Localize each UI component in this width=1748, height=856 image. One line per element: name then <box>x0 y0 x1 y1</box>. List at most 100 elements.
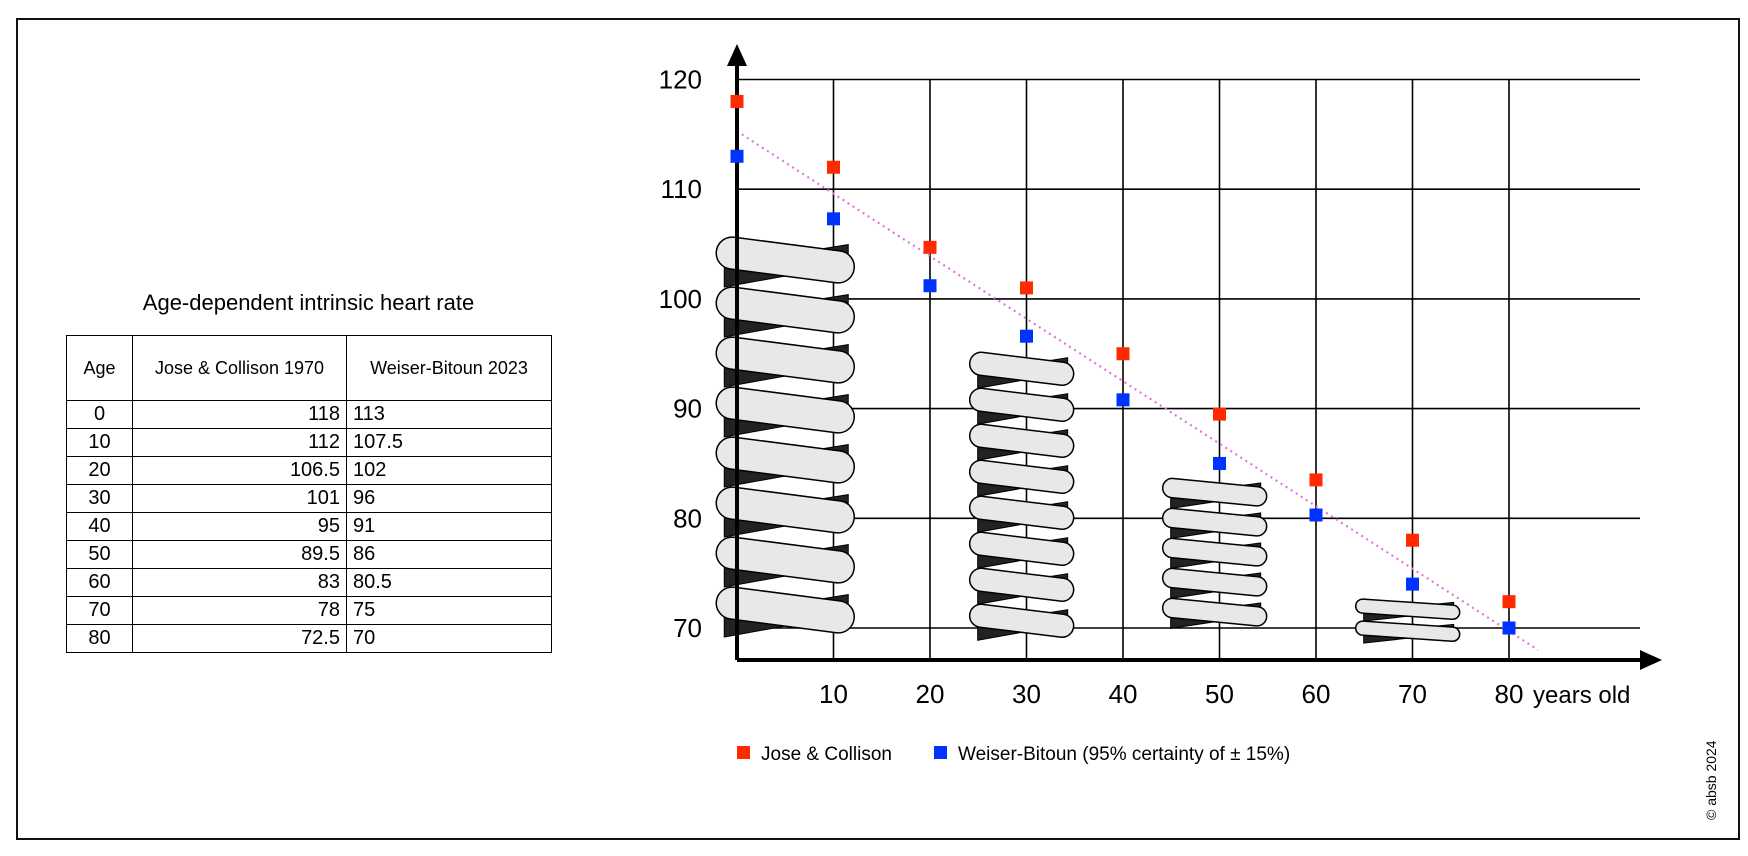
y-axis-arrowhead <box>727 44 747 66</box>
legend-marker <box>934 746 947 759</box>
heart-rate-table: Age Jose & Collison 1970 Weiser-Bitoun 2… <box>66 335 552 653</box>
data-point <box>923 240 937 254</box>
spring-front-coil <box>1161 567 1268 597</box>
y-tick-label: 120 <box>659 65 702 95</box>
table-row: 50 89.5 86 <box>66 540 552 569</box>
table-cell-weiser-bitoun: 96 <box>346 484 552 513</box>
y-tick-label: 100 <box>659 284 702 314</box>
data-point <box>827 160 840 174</box>
table-cell-jose-collison: 118 <box>132 400 347 429</box>
x-axis-unit-label: years old <box>1533 682 1630 709</box>
table-row: 40 95 91 <box>66 512 552 541</box>
x-tick-label: 10 <box>819 679 848 709</box>
series-weiser-bitoun <box>730 149 1516 635</box>
legend: Jose & Collison Weiser-Bitoun (95% certai… <box>737 744 1290 765</box>
spring-front-coil <box>969 459 1075 494</box>
data-point <box>730 149 744 163</box>
spring-front-coil <box>715 436 855 484</box>
spring-front-coil <box>969 531 1075 566</box>
table-cell-weiser-bitoun: 91 <box>346 512 552 541</box>
spring-front-coil <box>1161 597 1268 627</box>
table-row: 10 112 107.5 <box>66 428 552 457</box>
x-tick-label: 20 <box>916 679 945 709</box>
spring-front-coil <box>715 486 855 534</box>
y-tick-label: 70 <box>673 613 702 643</box>
spring-front-coil <box>715 336 855 384</box>
data-point <box>1213 456 1226 470</box>
x-tick-label: 40 <box>1109 679 1138 709</box>
spring-front-coil <box>969 603 1075 638</box>
data-point <box>1020 329 1033 343</box>
spring-front-coil <box>1354 598 1461 620</box>
spring-front-coil <box>969 351 1075 386</box>
spring-front-coil <box>715 586 855 634</box>
spring-illustration <box>969 351 1075 641</box>
data-point <box>1406 533 1419 547</box>
spring-front-coil <box>969 387 1075 422</box>
spring-front-coil <box>969 423 1075 458</box>
table-cell-age: 30 <box>66 484 133 513</box>
table-cell-jose-collison: 89.5 <box>132 540 347 569</box>
x-tick-label: 30 <box>1012 679 1041 709</box>
spring-illustration <box>1161 477 1268 630</box>
data-point <box>1116 347 1130 361</box>
spring-front-coil <box>969 567 1075 602</box>
x-tick-label: 80 <box>1495 679 1524 709</box>
table-cell-weiser-bitoun: 107.5 <box>346 428 552 457</box>
table-cell-age: 20 <box>66 456 133 485</box>
x-axis-arrowhead <box>1640 650 1662 670</box>
legend-marker <box>737 746 750 759</box>
legend-label: Weiser-Bitoun (95% certainty of ± 15%) <box>958 744 1290 765</box>
figure-frame <box>16 18 1740 840</box>
spring-front-coil <box>715 236 855 284</box>
table-cell-jose-collison: 95 <box>132 512 347 541</box>
table-cell-jose-collison: 72.5 <box>132 624 347 653</box>
spring-front-coil <box>1161 477 1268 507</box>
data-point <box>1406 577 1419 591</box>
series-jose-collison <box>730 94 1516 609</box>
table-cell-weiser-bitoun: 86 <box>346 540 552 569</box>
table-row: 80 72.5 70 <box>66 624 552 653</box>
x-tick-label: 50 <box>1205 679 1234 709</box>
y-tick-label: 90 <box>673 394 702 424</box>
data-point <box>1213 407 1226 421</box>
table-cell-age: 10 <box>66 428 133 457</box>
spring-front-coil <box>1354 620 1461 642</box>
data-point <box>1020 281 1033 295</box>
data-point <box>1502 595 1516 609</box>
spring-illustration <box>715 236 855 638</box>
x-tick-label: 60 <box>1302 679 1331 709</box>
data-point <box>923 279 937 293</box>
spring-front-coil <box>1161 507 1268 537</box>
table-cell-jose-collison: 106.5 <box>132 456 347 485</box>
spring-front-coil <box>969 495 1075 530</box>
trend-line <box>741 133 1539 651</box>
spring-front-coil <box>715 386 855 434</box>
data-point <box>1116 393 1130 407</box>
data-point <box>1502 621 1516 635</box>
spring-front-coil <box>715 286 855 334</box>
table-header-weiser-bitoun: Weiser-Bitoun 2023 <box>346 335 552 401</box>
table-cell-weiser-bitoun: 70 <box>346 624 552 653</box>
table-title: Age-dependent intrinsic heart rate <box>142 290 475 315</box>
table-row: 60 83 80.5 <box>66 568 552 597</box>
table-row: 20 106.5 102 <box>66 456 552 485</box>
y-tick-label: 80 <box>673 503 702 533</box>
y-tick-label: 110 <box>661 174 702 204</box>
data-point <box>1309 508 1323 522</box>
spring-front-coil <box>715 536 855 584</box>
legend-label: Jose & Collison <box>761 744 892 765</box>
table-cell-jose-collison: 83 <box>132 568 347 597</box>
data-point <box>1309 473 1323 487</box>
table-cell-weiser-bitoun: 102 <box>346 456 552 485</box>
data-point <box>827 212 840 226</box>
table-cell-age: 80 <box>66 624 133 653</box>
table-row: 30 101 96 <box>66 484 552 513</box>
table-cell-weiser-bitoun: 113 <box>346 400 552 429</box>
table-cell-age: 40 <box>66 512 133 541</box>
table-cell-age: 60 <box>66 568 133 597</box>
copyright-text: © absb 2024 <box>1703 740 1719 820</box>
x-tick-label: 70 <box>1398 679 1427 709</box>
spring-illustration <box>1354 598 1461 644</box>
